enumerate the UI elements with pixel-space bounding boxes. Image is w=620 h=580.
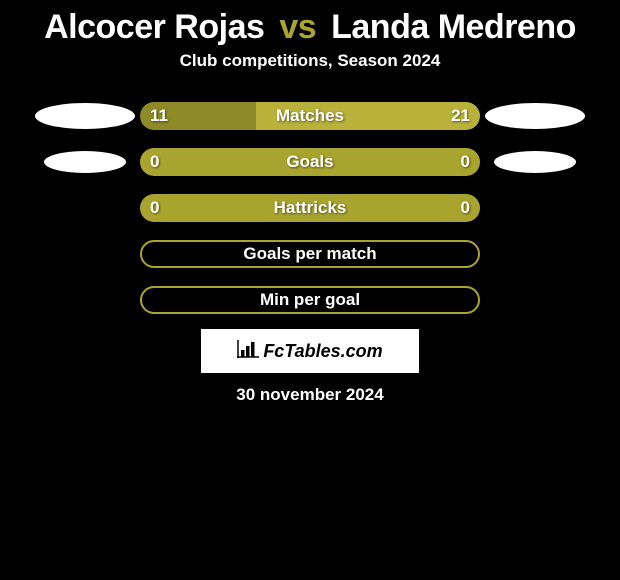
right-badge-slot	[480, 151, 590, 173]
team-badge-left	[44, 151, 126, 173]
stat-value-left: 11	[150, 106, 168, 126]
stat-bar: 11 21 Matches	[140, 102, 480, 130]
vs-text: vs	[279, 8, 316, 46]
right-badge-slot	[480, 103, 590, 129]
stat-label: Min per goal	[260, 290, 360, 310]
subtitle: Club competitions, Season 2024	[0, 51, 620, 71]
bar-right-fill	[310, 148, 480, 176]
stat-bar: 0 0 Hattricks	[140, 194, 480, 222]
logo: FcTables.com	[237, 340, 382, 363]
stat-value-right: 0	[461, 152, 470, 172]
player2-name: Landa Medreno	[331, 8, 576, 46]
bar-left-fill	[140, 148, 310, 176]
bar-chart-icon	[237, 340, 259, 363]
stat-row: 11 21 Matches	[0, 99, 620, 133]
logo-box: FcTables.com	[201, 329, 419, 373]
player1-name: Alcocer Rojas	[44, 8, 264, 46]
date-text: 30 november 2024	[0, 385, 620, 405]
stat-label: Hattricks	[274, 198, 347, 218]
team-badge-right	[485, 103, 585, 129]
team-badge-right	[494, 151, 576, 173]
team-badge-left	[35, 103, 135, 129]
stat-label: Matches	[276, 106, 344, 126]
left-badge-slot	[30, 103, 140, 129]
stat-bar: 0 0 Goals	[140, 148, 480, 176]
stats-rows: 11 21 Matches 0 0 Goals 0 0 Hattricks Goals per m…	[0, 99, 620, 317]
stat-row: 0 0 Goals	[0, 145, 620, 179]
stat-label: Goals	[286, 152, 333, 172]
stat-value-right: 0	[461, 198, 470, 218]
stat-row: Min per goal	[0, 283, 620, 317]
stat-value-left: 0	[150, 198, 159, 218]
comparison-title: Alcocer Rojas vs Landa Medreno	[0, 0, 620, 51]
logo-text: FcTables.com	[263, 341, 382, 362]
stat-value-left: 0	[150, 152, 159, 172]
left-badge-slot	[30, 151, 140, 173]
stat-bar: Min per goal	[140, 286, 480, 314]
stat-bar: Goals per match	[140, 240, 480, 268]
stat-label: Goals per match	[243, 244, 376, 264]
stat-row: 0 0 Hattricks	[0, 191, 620, 225]
stat-value-right: 21	[451, 106, 470, 126]
stat-row: Goals per match	[0, 237, 620, 271]
